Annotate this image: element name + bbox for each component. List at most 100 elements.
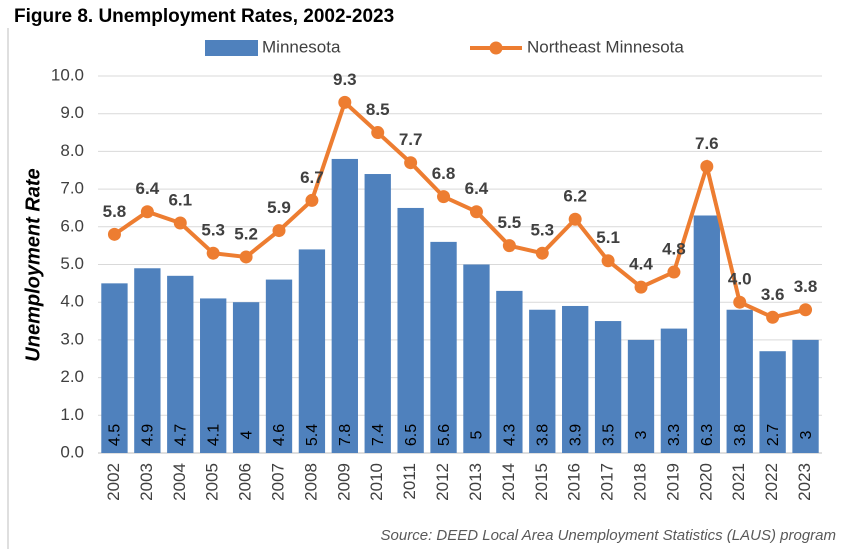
x-tick-label: 2010 — [367, 463, 386, 501]
x-tick-label: 2009 — [334, 463, 353, 501]
x-tick-label: 2021 — [729, 463, 748, 501]
bar — [562, 305, 589, 453]
line-value-label: 7.6 — [695, 134, 719, 153]
y-tick-label: 9.0 — [60, 103, 84, 122]
line-marker — [568, 212, 582, 226]
bar — [232, 302, 260, 453]
line-marker — [502, 239, 516, 253]
bar — [364, 174, 391, 453]
line-value-label: 5.1 — [596, 228, 620, 247]
bar — [200, 298, 227, 453]
bar-value-label: 5.6 — [436, 424, 453, 446]
line-marker — [404, 156, 418, 170]
y-tick-label: 5.0 — [60, 254, 84, 273]
bar-value-label: 3.3 — [666, 424, 683, 446]
bar-value-label: 6.3 — [699, 424, 716, 446]
line-value-label: 6.7 — [300, 168, 324, 187]
bar — [693, 215, 720, 453]
line-marker — [799, 303, 813, 317]
line-value-label: 5.8 — [103, 202, 127, 221]
bar-value-label: 4.7 — [172, 424, 189, 446]
line-marker — [206, 246, 220, 260]
line-marker — [272, 224, 286, 238]
bar — [627, 339, 655, 453]
bar — [759, 351, 786, 453]
line-value-label: 6.8 — [432, 164, 456, 183]
x-tick-label: 2017 — [598, 463, 617, 501]
line-layer — [107, 95, 813, 324]
x-tick-label: 2003 — [137, 463, 156, 501]
chart-title: Figure 8. Unemployment Rates, 2002-2023 — [14, 6, 394, 27]
line-value-label: 4.4 — [629, 255, 653, 274]
bar-value-label: 3.8 — [732, 424, 749, 446]
bar-value-label: 4.3 — [502, 424, 519, 446]
line-marker — [535, 246, 549, 260]
x-tick-label: 2008 — [301, 463, 320, 501]
line-marker — [469, 205, 483, 219]
line-marker — [700, 159, 714, 173]
bar — [397, 207, 424, 453]
y-axis-label: Unemployment Rate — [22, 168, 44, 361]
bar-value-label: 5 — [469, 430, 486, 439]
line-value-label: 6.4 — [465, 179, 489, 198]
x-tick-label: 2014 — [499, 463, 518, 501]
line-value-label: 6.2 — [563, 187, 587, 206]
line-value-label: 5.5 — [498, 213, 522, 232]
legend-label: Northeast Minnesota — [527, 37, 684, 56]
bar-value-label: 4 — [238, 430, 255, 439]
line-value-label: 4.8 — [662, 240, 686, 259]
line-marker — [634, 280, 648, 294]
x-tick-label: 2007 — [268, 463, 287, 501]
bar — [660, 328, 688, 453]
bar-value-label: 3.5 — [600, 424, 617, 446]
line-marker — [305, 193, 319, 207]
bar-value-label: 5.4 — [304, 424, 321, 446]
bars — [101, 158, 819, 453]
bar-value-label: 4.9 — [140, 424, 157, 446]
bar-value-label: 3 — [798, 430, 815, 439]
line-value-label: 5.3 — [201, 221, 225, 240]
x-tick-label: 2011 — [400, 463, 419, 500]
line-marker — [107, 227, 121, 241]
line-marker — [601, 254, 615, 268]
x-tick-label: 2002 — [104, 463, 123, 501]
x-tick-label: 2022 — [762, 463, 781, 501]
x-tick-label: 2006 — [236, 463, 255, 501]
source-note: Source: DEED Local Area Unemployment Sta… — [381, 527, 836, 544]
bar — [265, 279, 293, 453]
line-value-label: 3.6 — [761, 285, 785, 304]
bar-value-label: 4.6 — [271, 424, 288, 446]
bar — [496, 290, 523, 453]
bar — [298, 249, 326, 453]
y-tick-label: 7.0 — [60, 179, 84, 198]
x-tick-label: 2013 — [466, 463, 485, 501]
line-value-label: 5.2 — [234, 224, 258, 243]
line-value-label: 5.9 — [267, 198, 291, 217]
x-tick-label: 2018 — [630, 463, 649, 501]
bar — [529, 309, 556, 453]
line-value-label: 8.5 — [366, 100, 390, 119]
line-value-label: 3.8 — [794, 277, 818, 296]
bar — [331, 158, 358, 453]
bar — [594, 321, 622, 453]
x-tick-label: 2019 — [663, 463, 682, 501]
y-tick-label: 1.0 — [60, 405, 84, 424]
bar — [167, 275, 194, 453]
x-tick-label: 2004 — [170, 463, 189, 501]
bar-value-label: 3.8 — [534, 424, 551, 446]
bar — [101, 283, 128, 453]
bar-value-label: 4.5 — [107, 424, 124, 446]
line-value-label: 7.7 — [399, 130, 423, 149]
line-marker — [733, 295, 747, 309]
bar — [463, 264, 490, 453]
bar-value-label: 7.8 — [337, 424, 354, 446]
x-tick-label: 2005 — [203, 463, 222, 501]
x-tick-label: 2023 — [795, 463, 814, 501]
bar — [134, 268, 161, 453]
x-tick-label: 2016 — [565, 463, 584, 501]
bar-value-label: 3.9 — [567, 424, 584, 446]
legend-marker — [489, 41, 503, 55]
line — [113, 98, 806, 320]
legend-label: Minnesota — [262, 37, 341, 56]
